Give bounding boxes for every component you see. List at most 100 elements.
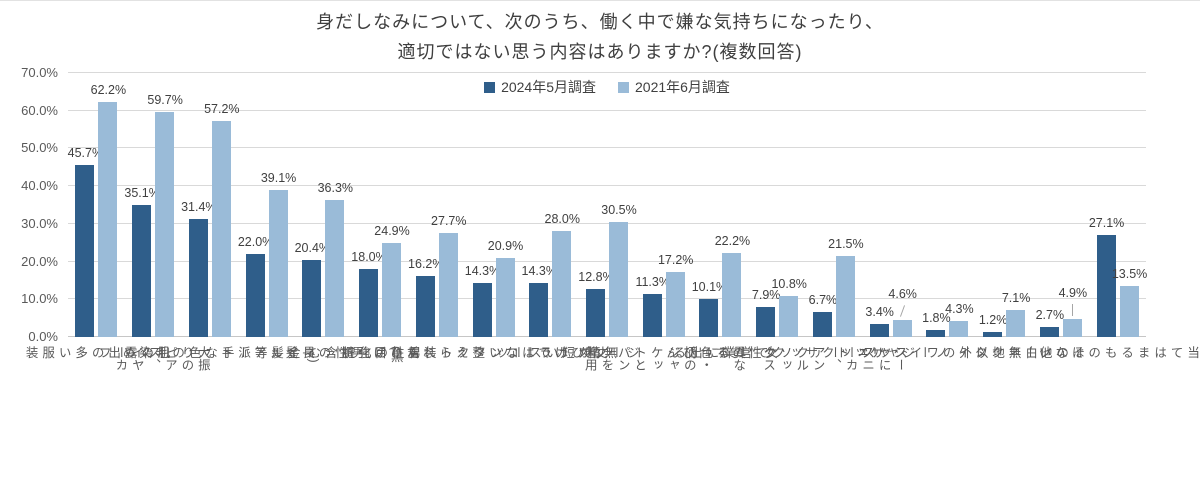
value-label: 59.7% [147, 92, 183, 107]
bar-2021 [949, 320, 969, 337]
y-axis-tick: 10.0% [21, 291, 58, 307]
bar-2021 [438, 232, 458, 337]
value-label: 31.4% [181, 199, 217, 214]
bar-group: 10.1% 22.2% 女性のすっぴん [664, 73, 777, 358]
category-label: スーツにスニーカー、 アンクルソックス [761, 346, 908, 371]
value-label: 22.0% [237, 235, 274, 250]
value-label: 27.7% [431, 213, 467, 228]
bar-group: 7.9% 10.8% リュックサックで 営業に出る [671, 73, 883, 358]
legend-swatch-icon [618, 81, 629, 93]
bar-2021 [892, 319, 912, 337]
y-axis-tick: 20.0% [21, 253, 58, 269]
bar-group: 14.3% 20.9% 無精ひげではない 整えられたひげ [371, 73, 616, 358]
bar-group: 45.7% 62.2% 肌の露出の 多い服装 [24, 73, 170, 358]
y-axis-tick: 40.0% [21, 178, 58, 194]
category-label: ノージャケット [834, 346, 948, 359]
bar-2021 [665, 272, 685, 337]
legend-item: 2021年6月調査 [618, 77, 730, 97]
value-label: 21.5% [828, 236, 864, 251]
bar-2024 [756, 307, 776, 337]
category-label: 女性のすっぴん [664, 346, 778, 359]
value-label: 57.2% [204, 102, 240, 117]
value-label: 39.1% [260, 170, 297, 185]
bar-2021 [495, 258, 515, 337]
bar-group: 22.0% 39.1% ネイルアート [219, 73, 316, 359]
bar-2024 [869, 324, 889, 337]
value-label: 14.3% [464, 264, 501, 279]
value-label: 20.4% [294, 241, 331, 256]
bar-2024 [642, 294, 662, 337]
value-label: 4.6% [888, 286, 917, 301]
bar-groups: 45.7% 62.2% 肌の露出の 多い服装 35.1% 59.7% 大振りのピアス、 イ… [24, 73, 1199, 371]
bar-2021 [1062, 318, 1082, 337]
bar-2024 [983, 332, 1003, 337]
bar-2024 [415, 275, 435, 337]
value-label: 4.9% [1058, 285, 1088, 300]
label-leader-line [899, 304, 905, 317]
bar-2021 [608, 221, 628, 337]
bar-group: 12.8% 30.5% ジーンズ [575, 73, 639, 359]
bar-2024 [585, 288, 605, 337]
value-label: 62.2% [90, 83, 127, 98]
value-label: 2.7% [1035, 307, 1065, 322]
bar-2024 [132, 204, 152, 337]
bar-group: 20.4% 36.3% 男性の長髪 [284, 73, 364, 358]
category-label: 当てはまる ものはない [1036, 346, 1200, 359]
value-label: 10.1% [691, 279, 728, 294]
bar-2024 [812, 311, 832, 337]
legend-item: 2024年5月調査 [484, 77, 596, 97]
value-label: 13.5% [1111, 267, 1148, 282]
gridline [68, 336, 1146, 337]
bar-2021 [325, 200, 345, 337]
bar-2024 [245, 254, 265, 337]
value-label: 24.9% [374, 224, 410, 239]
value-label: 6.7% [808, 292, 838, 307]
bar-2021 [268, 189, 288, 337]
bar-group: 11.3% 17.2% 異なる色・柄のジャ ケットとパンツを着用 [583, 73, 746, 371]
bar-group: 2.7% 4.9% その他 [1032, 73, 1089, 359]
value-label: 35.1% [124, 185, 160, 200]
label-leader-line [1071, 303, 1073, 316]
gridline [68, 260, 1146, 262]
category-label: 無精ひげではない 整えられたひげ [371, 346, 617, 359]
value-label: 18.0% [351, 250, 387, 265]
category-label: 男性の化粧 [340, 346, 421, 359]
bar-group: 1.2% 7.1% ノーネクタイ [956, 73, 1053, 358]
bar-2024 [529, 283, 549, 337]
value-label: 22.2% [714, 234, 751, 249]
y-axis-tick: 60.0% [21, 102, 58, 118]
bar-2024 [1096, 234, 1116, 337]
value-label: 1.8% [922, 311, 951, 326]
value-label: 10.8% [771, 277, 807, 292]
category-label: 丈が短いスーツ [493, 346, 607, 359]
value-label: 7.1% [1001, 291, 1031, 306]
bar-2024 [1039, 326, 1059, 337]
bar-2024 [472, 283, 492, 337]
bar-2021 [382, 243, 402, 337]
category-label: 大振りのピアス、 イヤーカフ [96, 346, 210, 371]
value-label: 45.7% [67, 145, 104, 160]
value-label: 12.8% [578, 269, 614, 284]
bar-group: 18.0% 24.9% 男性の化粧 [340, 73, 420, 358]
gridline [68, 72, 1146, 73]
category-label: その他 [1037, 346, 1085, 359]
value-label: 3.4% [865, 305, 894, 320]
bar-2021 [98, 102, 118, 337]
value-label: 30.5% [601, 202, 637, 217]
bar-2021 [1006, 310, 1026, 337]
bar-group: 6.7% 21.5% スーツにスニーカー、 アンクルソックス [761, 73, 907, 371]
bar-group: 35.1% 59.7% 大振りのピアス、 イヤーカフ [97, 73, 210, 371]
category-label: 男性の長髪 [283, 346, 364, 359]
bar-2024 [359, 269, 379, 337]
value-label: 28.0% [544, 212, 580, 227]
gridline [68, 147, 1146, 149]
chart-title: 身だしなみについて、次のうち、働く中で嫌な気持ちになったり、 適切ではない思う内… [0, 7, 1200, 67]
bar-group: 3.4% 4.6% ノージャケット [834, 73, 947, 359]
chart-title-line2: 適切ではない思う内容はありますか?(複数回答) [397, 42, 803, 62]
bar-2021 [552, 231, 572, 337]
legend-swatch-icon [484, 81, 496, 93]
plot-area: 0.0% 10.0% 20.0% 30.0% 40.0% 50.0% 60.0% 70.0% … [21, 65, 1199, 371]
value-label: 20.9% [487, 239, 524, 254]
category-label: 白無地以外の ワイシャツ [858, 346, 1038, 359]
